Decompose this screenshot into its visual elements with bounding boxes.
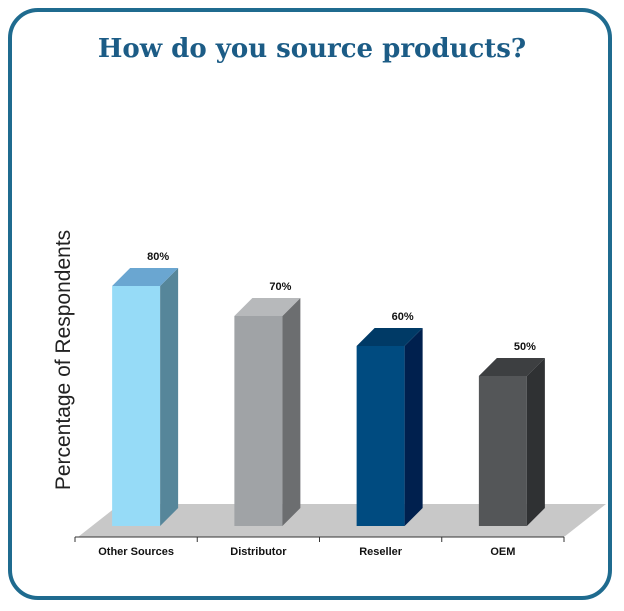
x-tick-label: Reseller	[359, 546, 403, 558]
bar-side-1	[282, 298, 301, 526]
bar-front-2	[356, 346, 405, 526]
bar-top-0	[112, 268, 179, 286]
bar-front-0	[112, 286, 161, 526]
data-label: 70%	[269, 281, 291, 293]
bar-side-2	[404, 328, 423, 526]
chart-title: How do you source products?	[97, 34, 527, 64]
data-label: 60%	[392, 311, 414, 323]
bar-top-3	[478, 358, 545, 376]
x-tick-label: Other Sources	[98, 546, 174, 558]
bar-front-3	[478, 376, 527, 526]
bar-front-1	[234, 316, 283, 526]
data-label: 50%	[514, 341, 536, 353]
x-tick-label: Distributor	[230, 546, 287, 558]
bar-top-1	[234, 298, 301, 316]
x-tick-label: OEM	[490, 546, 515, 558]
bar-side-3	[526, 358, 545, 526]
data-label: 80%	[147, 251, 169, 263]
bar-side-0	[160, 268, 179, 526]
chart-floor	[78, 504, 606, 537]
bar-top-2	[356, 328, 423, 346]
